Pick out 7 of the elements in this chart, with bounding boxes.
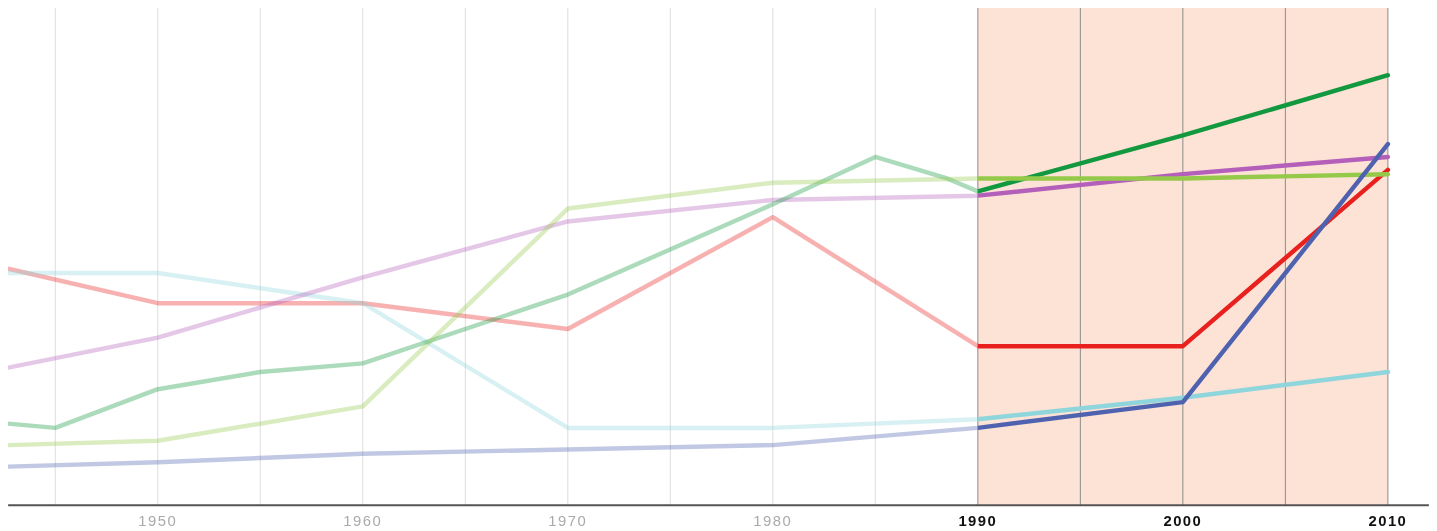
x-tick-label: 1970 <box>548 513 588 530</box>
x-tick-label: 1980 <box>753 513 793 530</box>
x-tick-label: 2010 <box>1368 513 1408 530</box>
x-tick-label: 1990 <box>958 513 998 530</box>
x-tick-label: 1960 <box>343 513 383 530</box>
x-tick-label: 2000 <box>1163 513 1203 530</box>
x-tick-label: 1950 <box>138 513 178 530</box>
